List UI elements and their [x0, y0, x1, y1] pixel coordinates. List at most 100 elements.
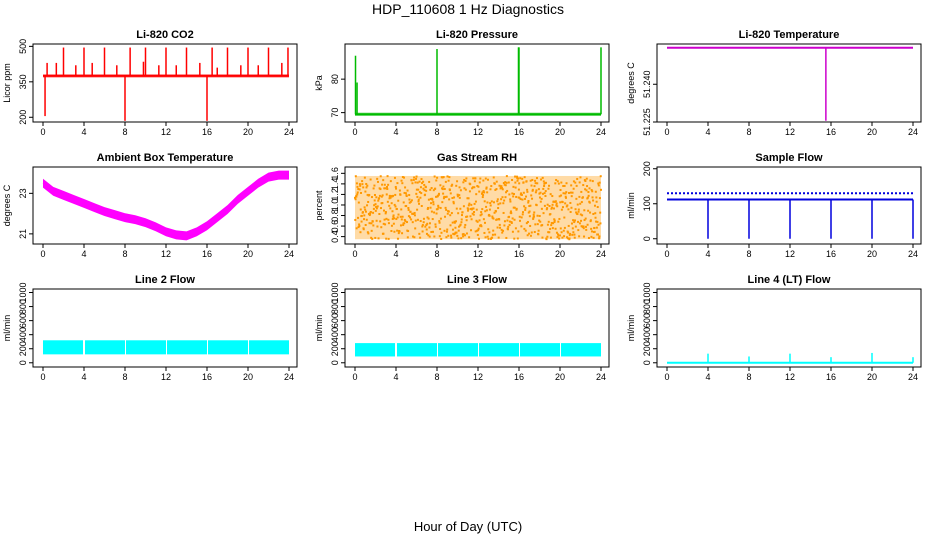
data-point [595, 196, 598, 199]
data-point [357, 201, 360, 204]
data-point [550, 221, 553, 224]
data-point [470, 229, 473, 232]
data-point [499, 202, 502, 205]
data-point [541, 192, 544, 195]
data-point [422, 180, 425, 183]
data-point [530, 231, 533, 234]
data-point [373, 204, 376, 207]
data-point [544, 181, 547, 184]
data-point [429, 188, 432, 191]
data-point [401, 176, 404, 179]
data-point [355, 227, 358, 230]
data-point [412, 212, 415, 215]
data-point [477, 237, 480, 240]
data-point [515, 207, 518, 210]
data-point [564, 196, 567, 199]
data-point [388, 204, 391, 207]
data-point [506, 189, 509, 192]
data-point [445, 195, 448, 198]
x-tick-label: 8 [434, 127, 439, 137]
data-point [471, 207, 474, 210]
data-point [473, 186, 476, 189]
data-point [457, 225, 460, 228]
plot-frame [344, 43, 610, 123]
data-point [512, 185, 515, 188]
panel-title: Li-820 Temperature [739, 29, 840, 41]
flow-band [520, 343, 560, 357]
data-point [412, 178, 415, 181]
data-point [505, 175, 508, 178]
data-point [502, 229, 505, 232]
data-point [408, 201, 411, 204]
data-point [491, 215, 494, 218]
data-point [426, 216, 429, 219]
data-point [364, 190, 367, 193]
chart-panel-8: Line 3 Flow ml/min 0 4 8 12 16 20 24 0 20040060080… [314, 274, 610, 382]
data-point [413, 211, 416, 214]
data-point [530, 194, 533, 197]
chart-panel-5: Gas Stream RH percent 0 4 8 12 16 20 24 0.40.60.8… [314, 152, 610, 259]
data-point [570, 206, 573, 209]
data-point [535, 204, 538, 207]
data-point [528, 215, 531, 218]
data-point [429, 197, 432, 200]
data-point [492, 176, 495, 179]
data-point [487, 228, 490, 231]
data-point [563, 184, 566, 187]
data-point [504, 184, 507, 187]
data-point [372, 224, 375, 227]
data-point [451, 183, 454, 186]
data-point [586, 223, 589, 226]
data-point [587, 194, 590, 197]
data-point [355, 195, 358, 198]
data-point [574, 208, 577, 211]
data-point [575, 184, 578, 187]
panel-title: Line 4 (LT) Flow [748, 274, 831, 286]
data-point [512, 193, 515, 196]
data-point [364, 223, 367, 226]
data-point [427, 198, 430, 201]
data-point [526, 188, 529, 191]
data-point [355, 182, 358, 185]
y-tick-label: 100 [642, 196, 652, 211]
data-point [472, 207, 475, 210]
data-point [464, 223, 467, 226]
data-point [444, 180, 447, 183]
data-point [539, 200, 542, 203]
data-point [538, 196, 541, 199]
data-point [482, 179, 485, 182]
data-point [584, 188, 587, 191]
data-point [482, 194, 485, 197]
data-point [375, 219, 378, 222]
data-point [372, 211, 375, 214]
data-point [585, 189, 588, 192]
data-point [377, 237, 380, 240]
data-point [387, 218, 390, 221]
x-tick-label: 24 [284, 372, 294, 382]
data-point [552, 207, 555, 210]
data-point [511, 178, 514, 181]
data-point [365, 186, 368, 189]
data-point [358, 183, 361, 186]
figure-title: HDP_110608 1 Hz Diagnostics [372, 1, 564, 17]
series-band [43, 170, 289, 241]
data-point [494, 210, 497, 213]
data-point [413, 236, 416, 239]
data-point [370, 236, 373, 239]
data-point [519, 193, 522, 196]
y-tick-label: 0 [330, 360, 340, 365]
data-point [491, 236, 494, 239]
data-point [442, 176, 445, 179]
data-point [566, 230, 569, 233]
data-point [467, 209, 470, 212]
data-point [574, 219, 577, 222]
data-point [480, 211, 483, 214]
data-point [411, 212, 414, 215]
data-point [418, 232, 421, 235]
data-point [435, 179, 438, 182]
data-point [559, 201, 562, 204]
data-point [378, 194, 381, 197]
data-point [410, 199, 413, 202]
x-tick-label: 16 [826, 127, 836, 137]
data-point [401, 215, 404, 218]
